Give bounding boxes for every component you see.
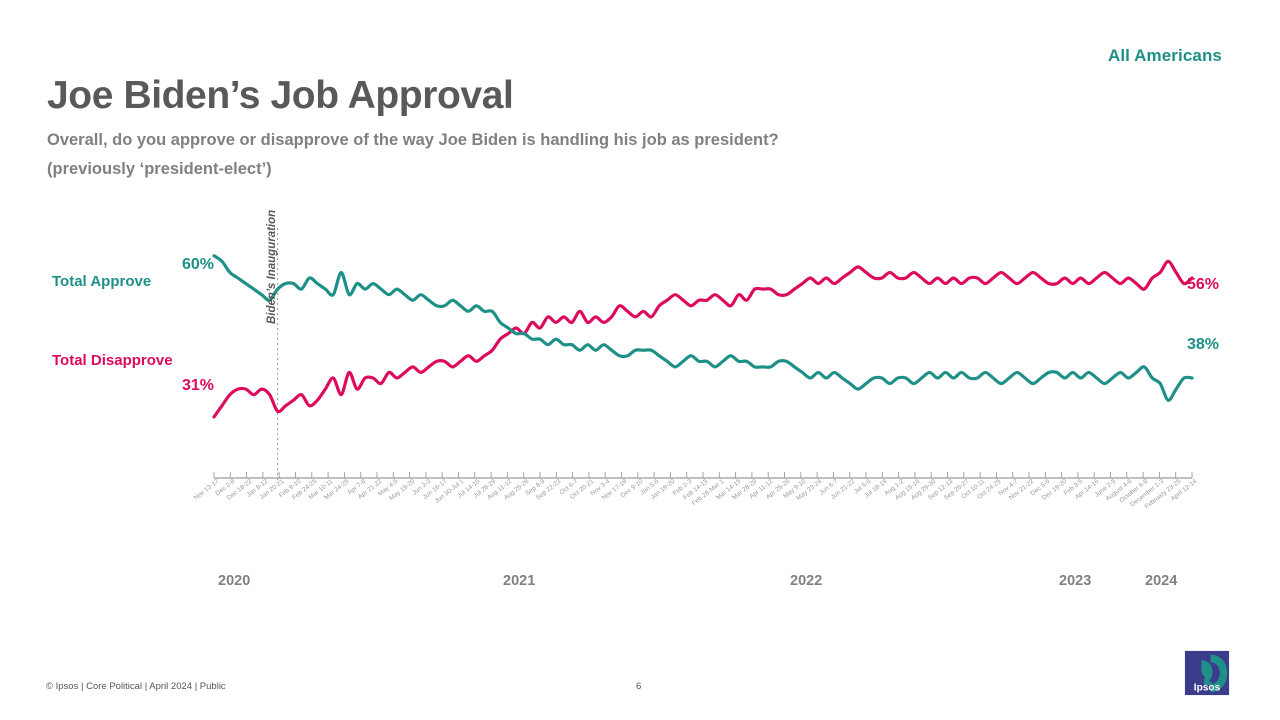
end-value-approve: 38% <box>1187 336 1220 353</box>
series-line-disapprove <box>212 259 1194 419</box>
series-label-approve: Total Approve <box>52 273 152 290</box>
start-value-disapprove: 31% <box>182 377 215 394</box>
chart-x-axis-ticks <box>213 472 1193 478</box>
series-label-disapprove: Total Disapprove <box>52 352 173 369</box>
start-value-approve: 60% <box>182 256 215 273</box>
chart-container <box>0 210 1280 510</box>
approval-line-chart <box>212 228 1194 480</box>
page-number: 6 <box>636 681 642 692</box>
ipsos-logo-wordmark: Ipsos <box>1194 682 1221 693</box>
series-line-approve <box>212 254 1194 402</box>
page-title: Joe Biden’s Job Approval <box>47 74 514 117</box>
x-axis-year-label: 2020 <box>218 573 251 589</box>
ipsos-logo: Ipsos <box>1184 650 1230 696</box>
x-axis-year-label: 2023 <box>1059 573 1092 589</box>
page-subtitle: Overall, do you approve or disapprove of… <box>47 131 779 178</box>
ipsos-logo-head <box>1201 660 1213 685</box>
x-axis-year-label: 2021 <box>503 573 536 589</box>
x-axis-year-label: 2022 <box>790 573 823 589</box>
audience-label: All Americans <box>1107 46 1222 65</box>
footer-copyright: © Ipsos | Core Political | April 2024 | … <box>46 681 226 692</box>
x-axis-tick-label-group: Nov 13-17 Dec 2-8 Dec 18-22 Jan 8-12 Jan 20-… <box>0 478 1280 538</box>
x-axis-year-label: 2024 <box>1145 573 1178 589</box>
inauguration-annotation-label: Biden’s Inauguration <box>266 209 278 324</box>
ipsos-logo-arc <box>1210 654 1228 693</box>
end-value-disapprove: 56% <box>1187 276 1220 293</box>
